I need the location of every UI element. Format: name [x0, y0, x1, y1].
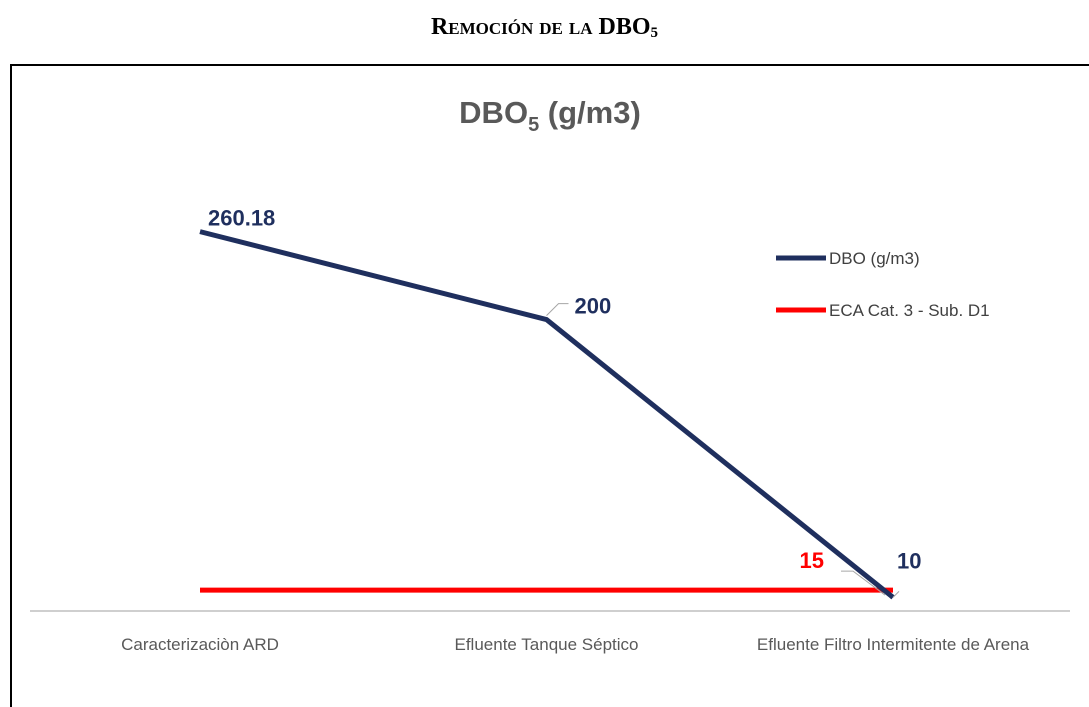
heading-text: Remoción de la DBO	[430, 14, 651, 40]
heading: Remoción de la DBO5	[0, 14, 1089, 42]
data-label: 260.18	[208, 206, 275, 231]
x-tick-label: Efluente Filtro Intermitente de Arena	[756, 635, 1030, 654]
title-suffix: (g/m3)	[539, 95, 641, 130]
chart-title: DBO5 (g/m3)	[459, 95, 641, 136]
series-line	[199, 229, 895, 600]
title-main: DBO	[459, 95, 528, 130]
leader-line	[892, 591, 900, 598]
legend-label: ECA Cat. 3 - Sub. D1	[829, 301, 990, 320]
x-tick-label: Efluente Tanque Séptico	[454, 635, 639, 654]
chart-frame	[10, 64, 1089, 707]
leader-line	[546, 303, 569, 316]
heading-subscript: 5	[650, 25, 659, 41]
x-tick-label: Caracterizaciòn ARD	[121, 635, 279, 654]
data-label: 15	[800, 548, 824, 573]
data-label: 10	[897, 548, 921, 573]
data-label: 200	[575, 294, 612, 319]
title-subscript: 5	[528, 114, 539, 136]
legend-label: DBO (g/m3)	[829, 249, 920, 268]
leader-line	[841, 570, 886, 596]
